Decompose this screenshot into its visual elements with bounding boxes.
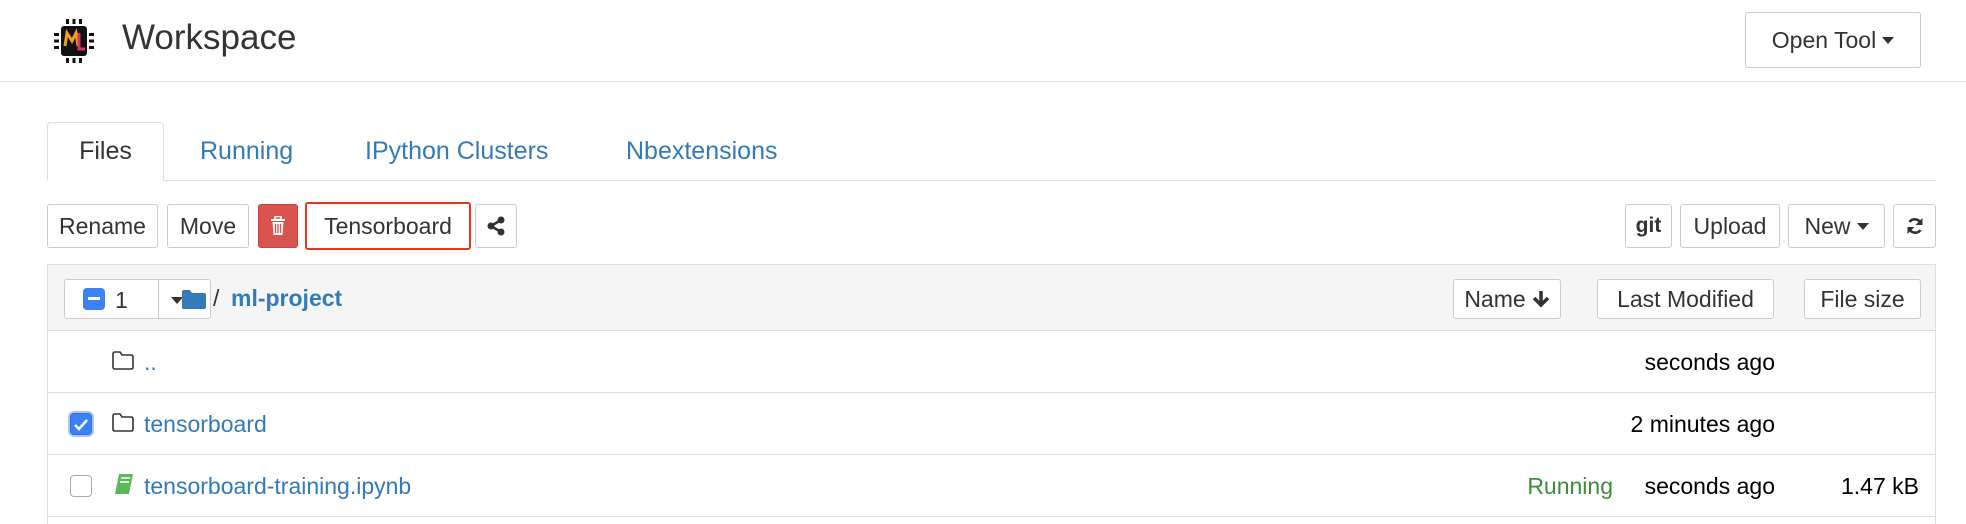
tab-running[interactable]: Running [200,137,294,165]
sort-name-label: Name [1464,285,1526,312]
row-checkbox[interactable] [70,413,92,435]
share-icon [487,216,505,236]
selected-count: 1 [115,287,128,313]
refresh-button[interactable] [1893,204,1936,248]
header: Workspace Open Tool [0,0,1966,82]
refresh-icon [1907,218,1922,234]
upload-button[interactable]: Upload [1680,204,1780,248]
last-modified: 2 minutes ago [1630,411,1775,437]
folder-icon [112,351,134,370]
breadcrumb-ml-project[interactable]: ml-project [231,285,343,311]
partial-select-checkbox[interactable] [83,288,105,310]
running-status: Running [1527,473,1613,499]
open-tool-label: Open Tool [1771,26,1877,53]
file-name-link[interactable]: tensorboard [144,411,267,437]
delete-button[interactable] [258,204,298,248]
ml-logo [54,19,94,63]
caret-down-icon [1856,222,1869,230]
last-modified: seconds ago [1644,473,1775,499]
file-size: 1.47 kB [1841,473,1919,499]
last-modified: seconds ago [1644,349,1775,375]
tab-files[interactable]: Files [47,122,164,181]
sort-last-modified-button[interactable]: Last Modified [1597,279,1774,319]
select-dropdown[interactable]: 1 [64,279,211,319]
tab-nbextensions[interactable]: Nbextensions [626,137,778,165]
tab-divider [47,180,1936,181]
checkmark-icon [74,419,88,431]
move-button[interactable]: Move [167,204,249,248]
tab-ipython-clusters[interactable]: IPython Clusters [365,137,549,165]
new-button[interactable]: New [1788,204,1885,248]
rename-button[interactable]: Rename [47,204,158,248]
row-checkbox[interactable] [70,475,92,497]
file-name-link[interactable]: tensorboard-training.ipynb [144,473,412,499]
file-list-header: 1 / ml-project Name Last Modified File s… [48,265,1935,331]
open-tool-button[interactable]: Open Tool [1745,12,1921,68]
folder-icon [112,413,134,432]
file-list: 1 / ml-project Name Last Modified File s… [47,264,1936,524]
folder-icon [182,290,206,309]
list-item[interactable]: .. seconds ago [48,331,1935,393]
caret-down-icon [171,297,183,304]
list-item[interactable]: tensorboard 2 minutes ago [48,393,1935,455]
arrow-down-icon [1532,291,1549,308]
tensorboard-button[interactable]: Tensorboard [305,202,471,250]
sort-name-button[interactable]: Name [1453,279,1561,319]
trash-icon [271,216,285,235]
list-item[interactable]: tensorboard-training.ipynb Running secon… [48,455,1935,517]
caret-down-icon [1882,36,1895,44]
new-label: New [1804,212,1851,239]
sort-file-size-button[interactable]: File size [1804,279,1921,319]
app-title: Workspace [122,18,297,57]
notebook-icon [115,474,133,494]
share-button[interactable] [475,204,517,248]
git-button[interactable]: git [1625,204,1672,248]
path-separator: / [213,285,220,311]
file-name-link[interactable]: .. [144,349,157,375]
